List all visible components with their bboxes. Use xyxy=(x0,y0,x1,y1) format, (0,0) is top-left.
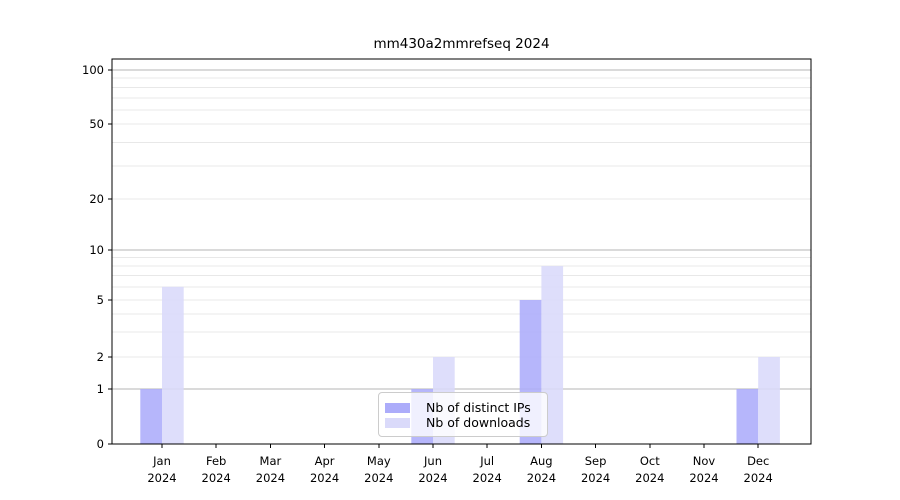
legend-label-downloads: Nb of downloads xyxy=(426,415,531,430)
x-tick-label-sep: Sep xyxy=(585,454,607,468)
x-tick-year-apr: 2024 xyxy=(310,471,339,485)
x-tick-year-dec: 2024 xyxy=(744,471,773,485)
x-tick-label-feb: Feb xyxy=(206,454,226,468)
y-tick-label-2: 2 xyxy=(97,350,104,364)
bar-downloads-dec xyxy=(758,357,780,444)
x-tick-label-jun: Jun xyxy=(423,454,442,468)
legend-swatch-downloads xyxy=(385,417,410,428)
legend-item-downloads: Nb of downloads xyxy=(385,415,539,430)
x-tick-year-sep: 2024 xyxy=(581,471,610,485)
bar-downloads-jan xyxy=(162,286,184,444)
x-tick-label-may: May xyxy=(367,454,391,468)
x-tick-label-nov: Nov xyxy=(693,454,716,468)
x-tick-year-aug: 2024 xyxy=(527,471,556,485)
x-tick-label-jan: Jan xyxy=(152,454,171,468)
y-tick-label-20: 20 xyxy=(89,192,104,206)
y-tick-label-0: 0 xyxy=(97,437,104,451)
x-tick-label-oct: Oct xyxy=(640,454,660,468)
plot-border xyxy=(111,58,812,445)
x-tick-label-apr: Apr xyxy=(315,454,335,468)
legend-item-distinct-ips: Nb of distinct IPs xyxy=(385,400,539,415)
legend-label-distinct-ips: Nb of distinct IPs xyxy=(426,400,531,415)
x-tick-year-nov: 2024 xyxy=(689,471,718,485)
x-tick-year-jul: 2024 xyxy=(473,471,502,485)
bar-distinct-ips-dec xyxy=(736,389,759,444)
legend-swatch-distinct-ips xyxy=(385,402,410,413)
y-tick-label-5: 5 xyxy=(97,293,104,307)
x-tick-label-jul: Jul xyxy=(479,454,494,468)
x-tick-label-aug: Aug xyxy=(530,454,552,468)
bar-distinct-ips-jan xyxy=(140,389,162,444)
legend: Nb of distinct IPs Nb of downloads xyxy=(378,392,548,437)
x-tick-year-mar: 2024 xyxy=(256,471,285,485)
chart-title: mm430a2mmrefseq 2024 xyxy=(373,36,550,52)
y-tick-label-50: 50 xyxy=(89,117,104,131)
y-tick-label-1: 1 xyxy=(97,382,104,396)
x-tick-year-may: 2024 xyxy=(364,471,393,485)
x-tick-label-mar: Mar xyxy=(260,454,282,468)
x-tick-label-dec: Dec xyxy=(747,454,769,468)
x-tick-year-feb: 2024 xyxy=(202,471,231,485)
x-tick-year-jan: 2024 xyxy=(147,471,176,485)
y-tick-label-10: 10 xyxy=(89,243,104,257)
x-tick-year-jun: 2024 xyxy=(418,471,447,485)
y-tick-label-100: 100 xyxy=(82,63,104,77)
x-tick-year-oct: 2024 xyxy=(635,471,664,485)
